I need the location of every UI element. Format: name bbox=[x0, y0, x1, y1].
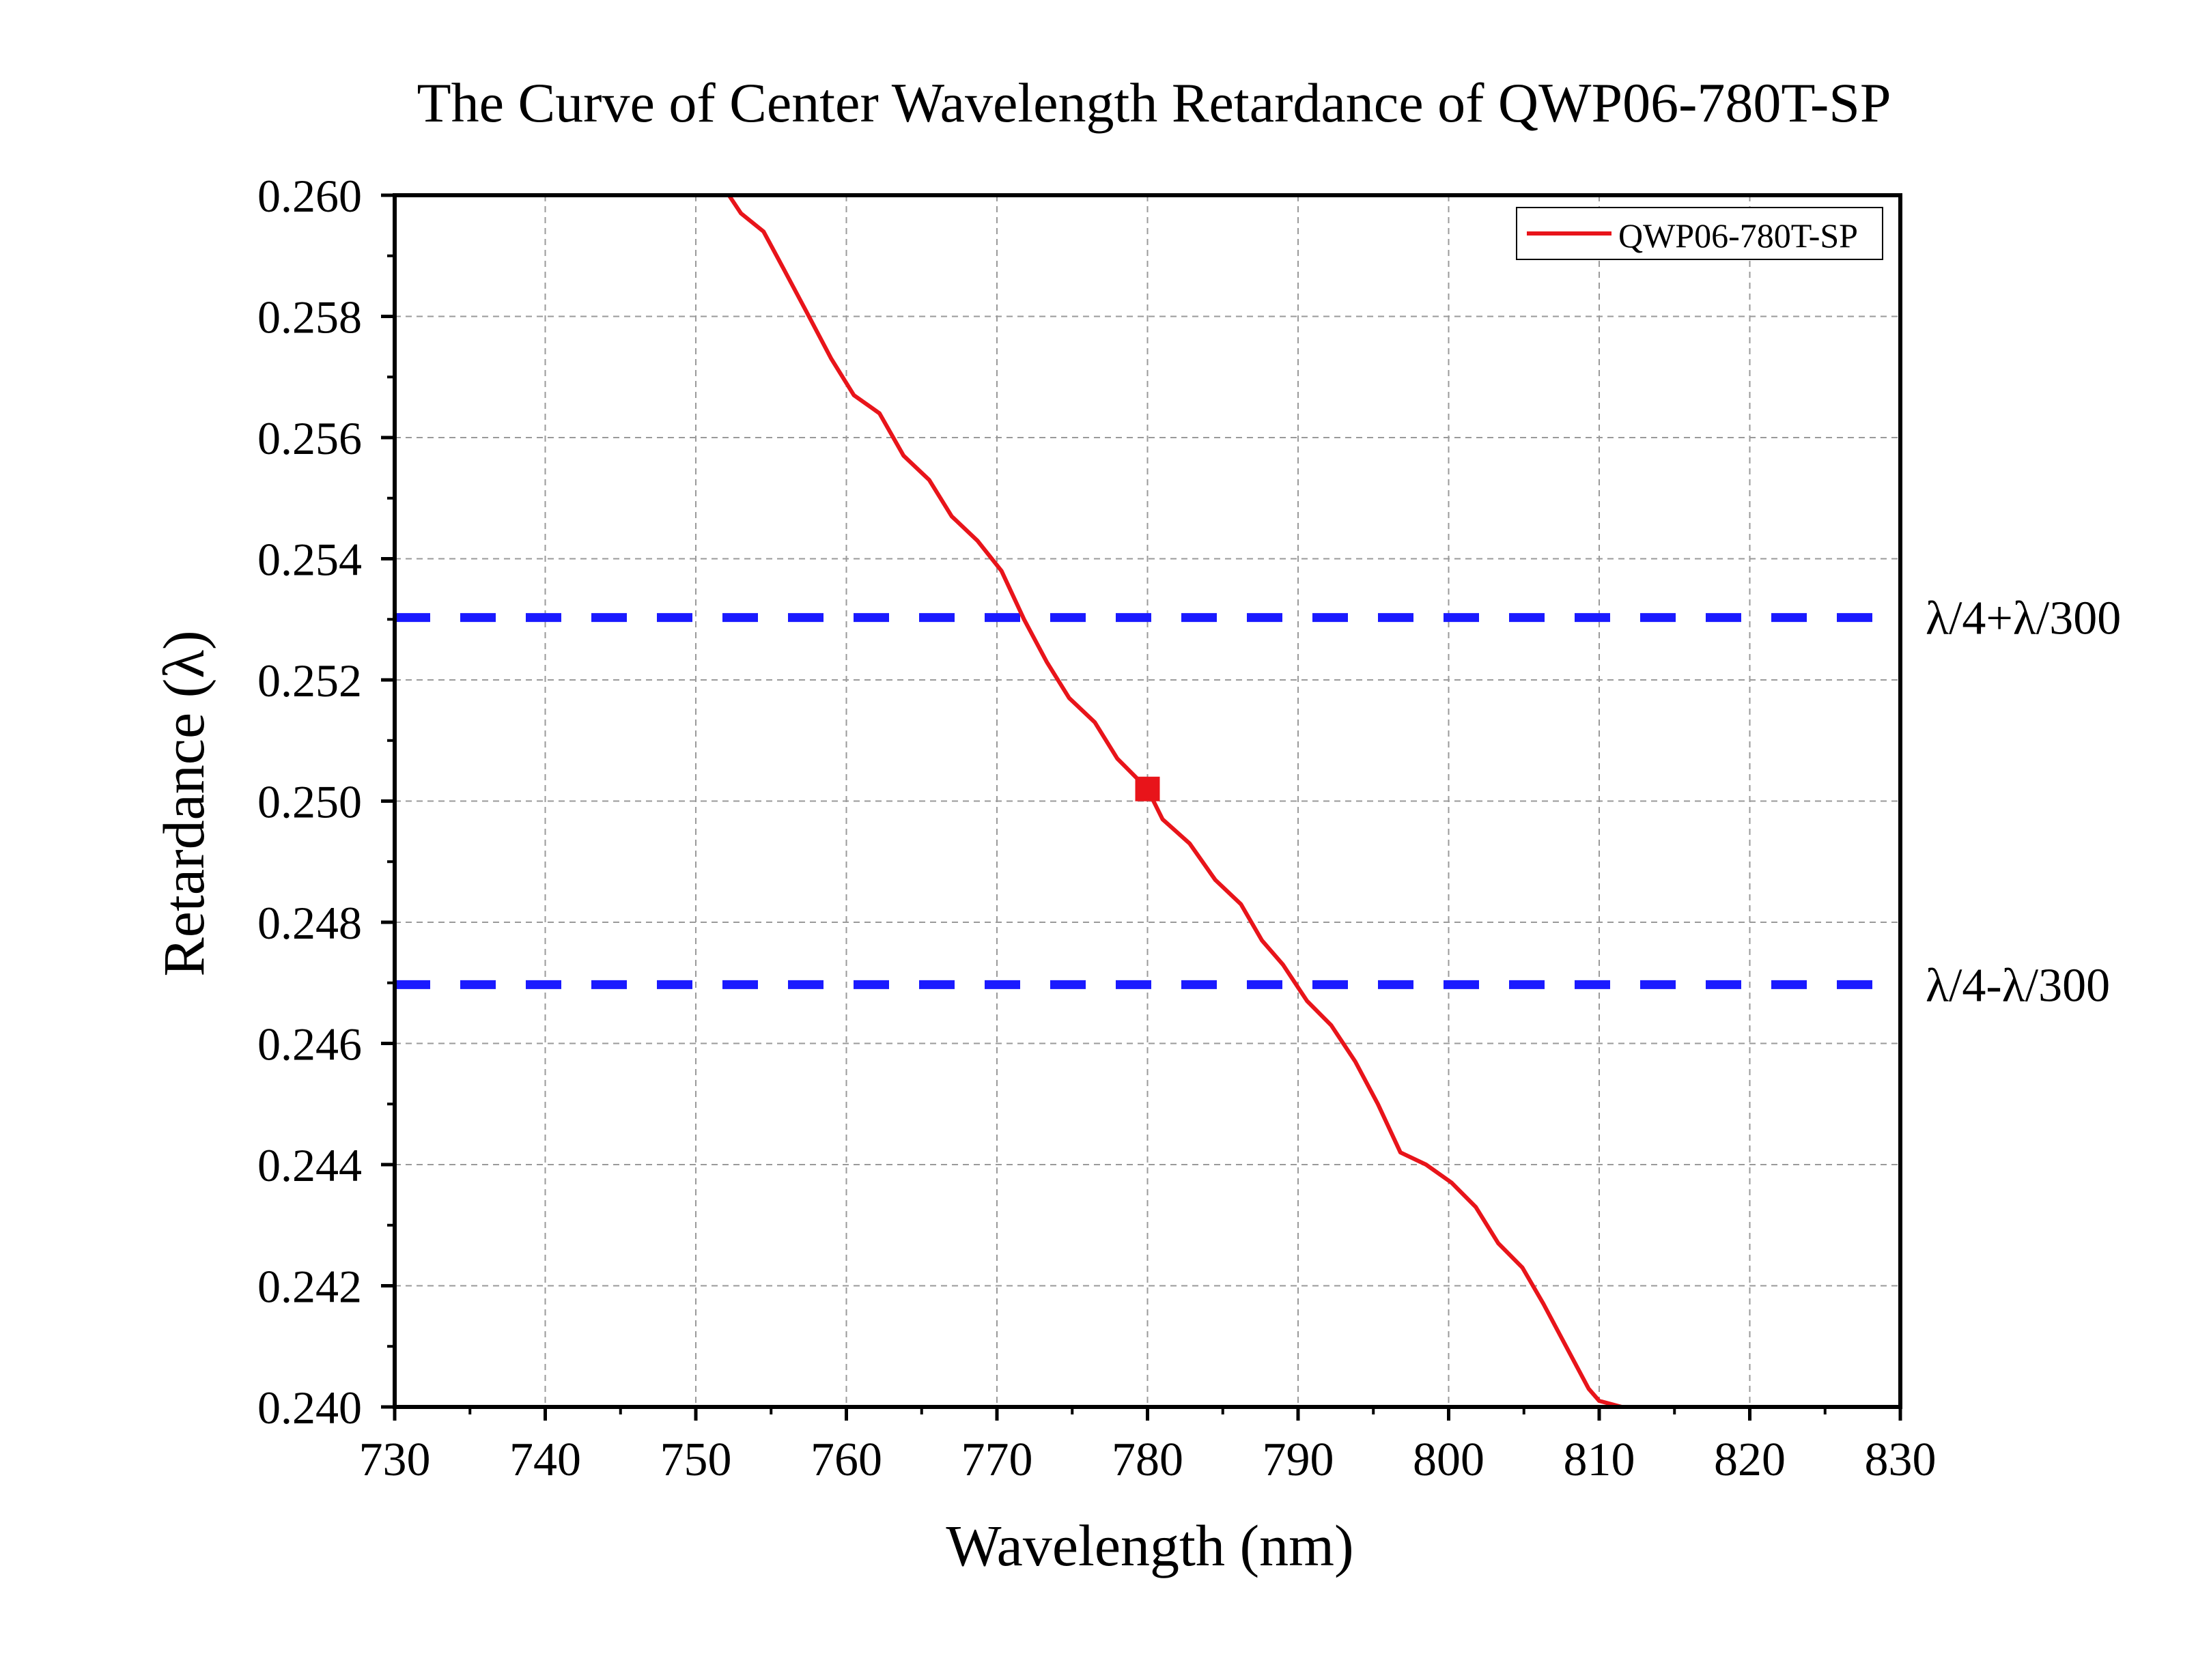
x-tick-label: 810 bbox=[1564, 1434, 1635, 1486]
x-tick-label: 770 bbox=[961, 1434, 1033, 1486]
y-tick-label: 0.242 bbox=[257, 1261, 362, 1313]
legend-label: QWP06-780T-SP bbox=[1618, 216, 1858, 255]
y-tick-label: 0.258 bbox=[257, 291, 362, 343]
chart-title: The Curve of Center Wavelength Retardanc… bbox=[417, 72, 1891, 134]
reference-lines: λ/4+λ/300 λ/4-λ/300 bbox=[395, 593, 2121, 1012]
x-tick-label: 830 bbox=[1865, 1434, 1937, 1486]
reference-line-label: λ/4+λ/300 bbox=[1926, 593, 2121, 645]
y-tick-label: 0.250 bbox=[257, 776, 362, 828]
ticks: 730 740 750 760 770 780 790 800 810 820 830 0.240 0.… bbox=[257, 170, 1937, 1486]
y-tick-label: 0.246 bbox=[257, 1019, 362, 1070]
reference-line-label: λ/4-λ/300 bbox=[1926, 959, 2110, 1012]
y-tick-label: 0.240 bbox=[257, 1382, 362, 1434]
y-axis-label: Retardance (λ) bbox=[151, 630, 216, 976]
x-tick-label: 790 bbox=[1263, 1434, 1334, 1486]
y-tick-label: 0.248 bbox=[257, 897, 362, 949]
x-tick-label: 730 bbox=[359, 1434, 431, 1486]
y-tick-label: 0.252 bbox=[257, 655, 362, 707]
x-tick-label: 760 bbox=[811, 1434, 882, 1486]
x-tick-label: 800 bbox=[1413, 1434, 1484, 1486]
y-tick-label: 0.244 bbox=[257, 1139, 362, 1191]
x-tick-label: 780 bbox=[1112, 1434, 1183, 1486]
series-line bbox=[727, 194, 1622, 1409]
x-axis-label: Wavelength (nm) bbox=[946, 1513, 1353, 1578]
y-tick-label: 0.256 bbox=[257, 412, 362, 464]
data-point-marker bbox=[1135, 776, 1160, 801]
x-tick-label: 820 bbox=[1714, 1434, 1786, 1486]
series-layer bbox=[727, 194, 1622, 1409]
y-tick-label: 0.254 bbox=[257, 534, 362, 586]
legend: QWP06-780T-SP bbox=[1516, 207, 1883, 260]
x-tick-label: 750 bbox=[660, 1434, 732, 1486]
y-tick-label: 0.260 bbox=[257, 170, 362, 222]
x-tick-label: 740 bbox=[509, 1434, 581, 1486]
